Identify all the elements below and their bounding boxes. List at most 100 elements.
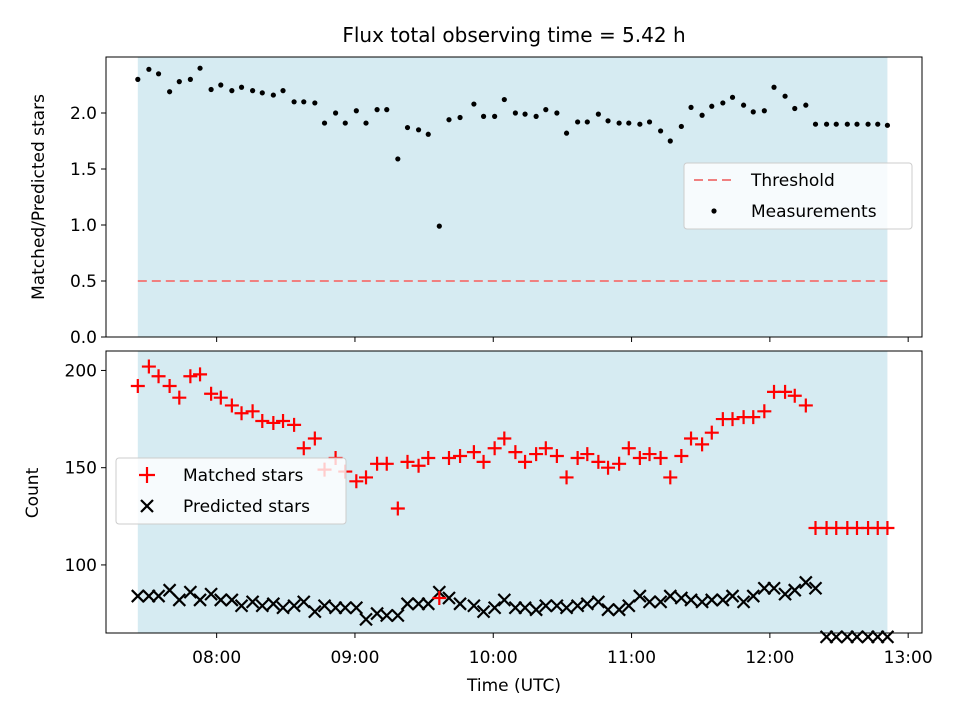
matched-star-point [497,431,512,446]
predicted-star-point [214,593,228,607]
matched-star-point [674,449,689,464]
matched-star-point [612,456,627,471]
measurement-point [155,71,162,77]
measurement-point [229,88,235,94]
matched-star-point [151,369,166,384]
measurement-point [771,84,777,90]
predicted-star-point [778,587,792,601]
measurement-point [342,120,348,126]
measurement-point [363,120,369,126]
predicted-star-point [787,583,802,597]
x-tick-label: 13:00 [884,648,933,668]
matched-star-point [559,470,574,485]
measurement-point [709,103,715,109]
y-tick-label: 1.0 [70,216,97,236]
matched-star-point [684,431,699,446]
measurement-point [833,121,839,127]
predicted-star-point [736,595,751,609]
matched-star-point [632,450,647,465]
measurement-point [658,128,664,134]
matched-star-point [476,454,491,469]
legend-threshold-label: Threshold [750,171,835,191]
measurement-point [218,82,224,88]
matched-star-point [580,447,595,462]
bottom-x-ticks: 08:00 09:00 10:00 11:00 12:00 13:00 [192,633,933,668]
matched-star-point [379,456,394,471]
top-axes-frame [105,56,923,338]
matched-star-point [411,458,426,473]
matched-star-point [453,449,468,464]
measurement-point [782,93,788,99]
measurement-point [384,107,390,113]
measurement-point [250,88,256,94]
predicted-star-point [704,593,719,607]
y-tick-label: 150 [65,459,97,479]
predicted-star-point [508,600,523,615]
measurement-point [332,110,339,116]
measurement-point [667,138,673,144]
predicted-star-point [476,604,491,619]
matched-star-point [349,474,364,489]
predicted-star-point [308,604,322,619]
predicted-star-point [591,595,606,609]
measurement-point [616,120,622,126]
legend-measurements-label: Measurements [751,202,877,222]
predicted-star-point [559,600,574,615]
matched-star-point [798,398,813,413]
predicted-star-point [442,591,456,605]
predicted-star-point [225,593,239,607]
top-x-ticks [216,337,909,342]
measurement-point [312,100,318,106]
measurement-point [208,86,214,93]
matched-star-point [549,449,564,464]
measurement-point [187,76,193,82]
predicted-star-point [193,593,207,607]
measurement-point [720,100,726,106]
bottom-legend: Matched stars Predicted stars [115,457,347,525]
matched-star-point [307,431,322,446]
measurement-point [854,121,860,127]
x-tick-label: 11:00 [607,648,656,668]
matched-star-point [570,450,585,465]
measurement-point [512,110,518,116]
matched-star-point [746,410,761,425]
matched-star-point [266,415,281,430]
predicted-star-point [539,598,553,613]
measurement-point [865,121,871,127]
measurement-point [280,88,286,94]
measurement-point [457,114,463,121]
predicted-star-point [757,581,772,596]
matched-star-point [287,417,302,432]
predicted-star-point [746,589,761,603]
measurement-point [425,131,431,137]
predicted-star-point [338,600,353,615]
predicted-star-point [642,595,657,609]
matched-star-point [172,390,187,405]
matched-star-point [704,425,719,440]
bottom-y-ticks: 100 150 200 [65,361,106,576]
top-panel: 0.00.51.01.52.0 Matched/Predicted stars … [29,56,923,348]
measurement-point [321,120,328,126]
matched-star-point [695,437,710,452]
predicted-star-point [725,589,740,603]
measurement-point [812,121,819,127]
predicted-star-point [172,593,187,607]
matched-star-point [591,454,606,469]
predicted-star-point [328,600,343,615]
measurement-point [301,99,307,105]
predicted-star-point [266,597,281,611]
measurement-point [197,65,203,71]
bottom-axes-frame [105,350,923,634]
matched-star-point [213,390,228,405]
measurement-point [761,108,767,114]
legend-predicted-swatch [140,499,154,513]
predicted-star-point [612,602,626,617]
measurement-point [533,113,539,119]
measurement-point [792,105,798,112]
measurement-point [563,130,570,136]
measurement-point [353,108,359,114]
predicted-star-point [255,598,270,613]
predicted-star-point [497,593,512,607]
predicted-star-point [359,612,373,627]
